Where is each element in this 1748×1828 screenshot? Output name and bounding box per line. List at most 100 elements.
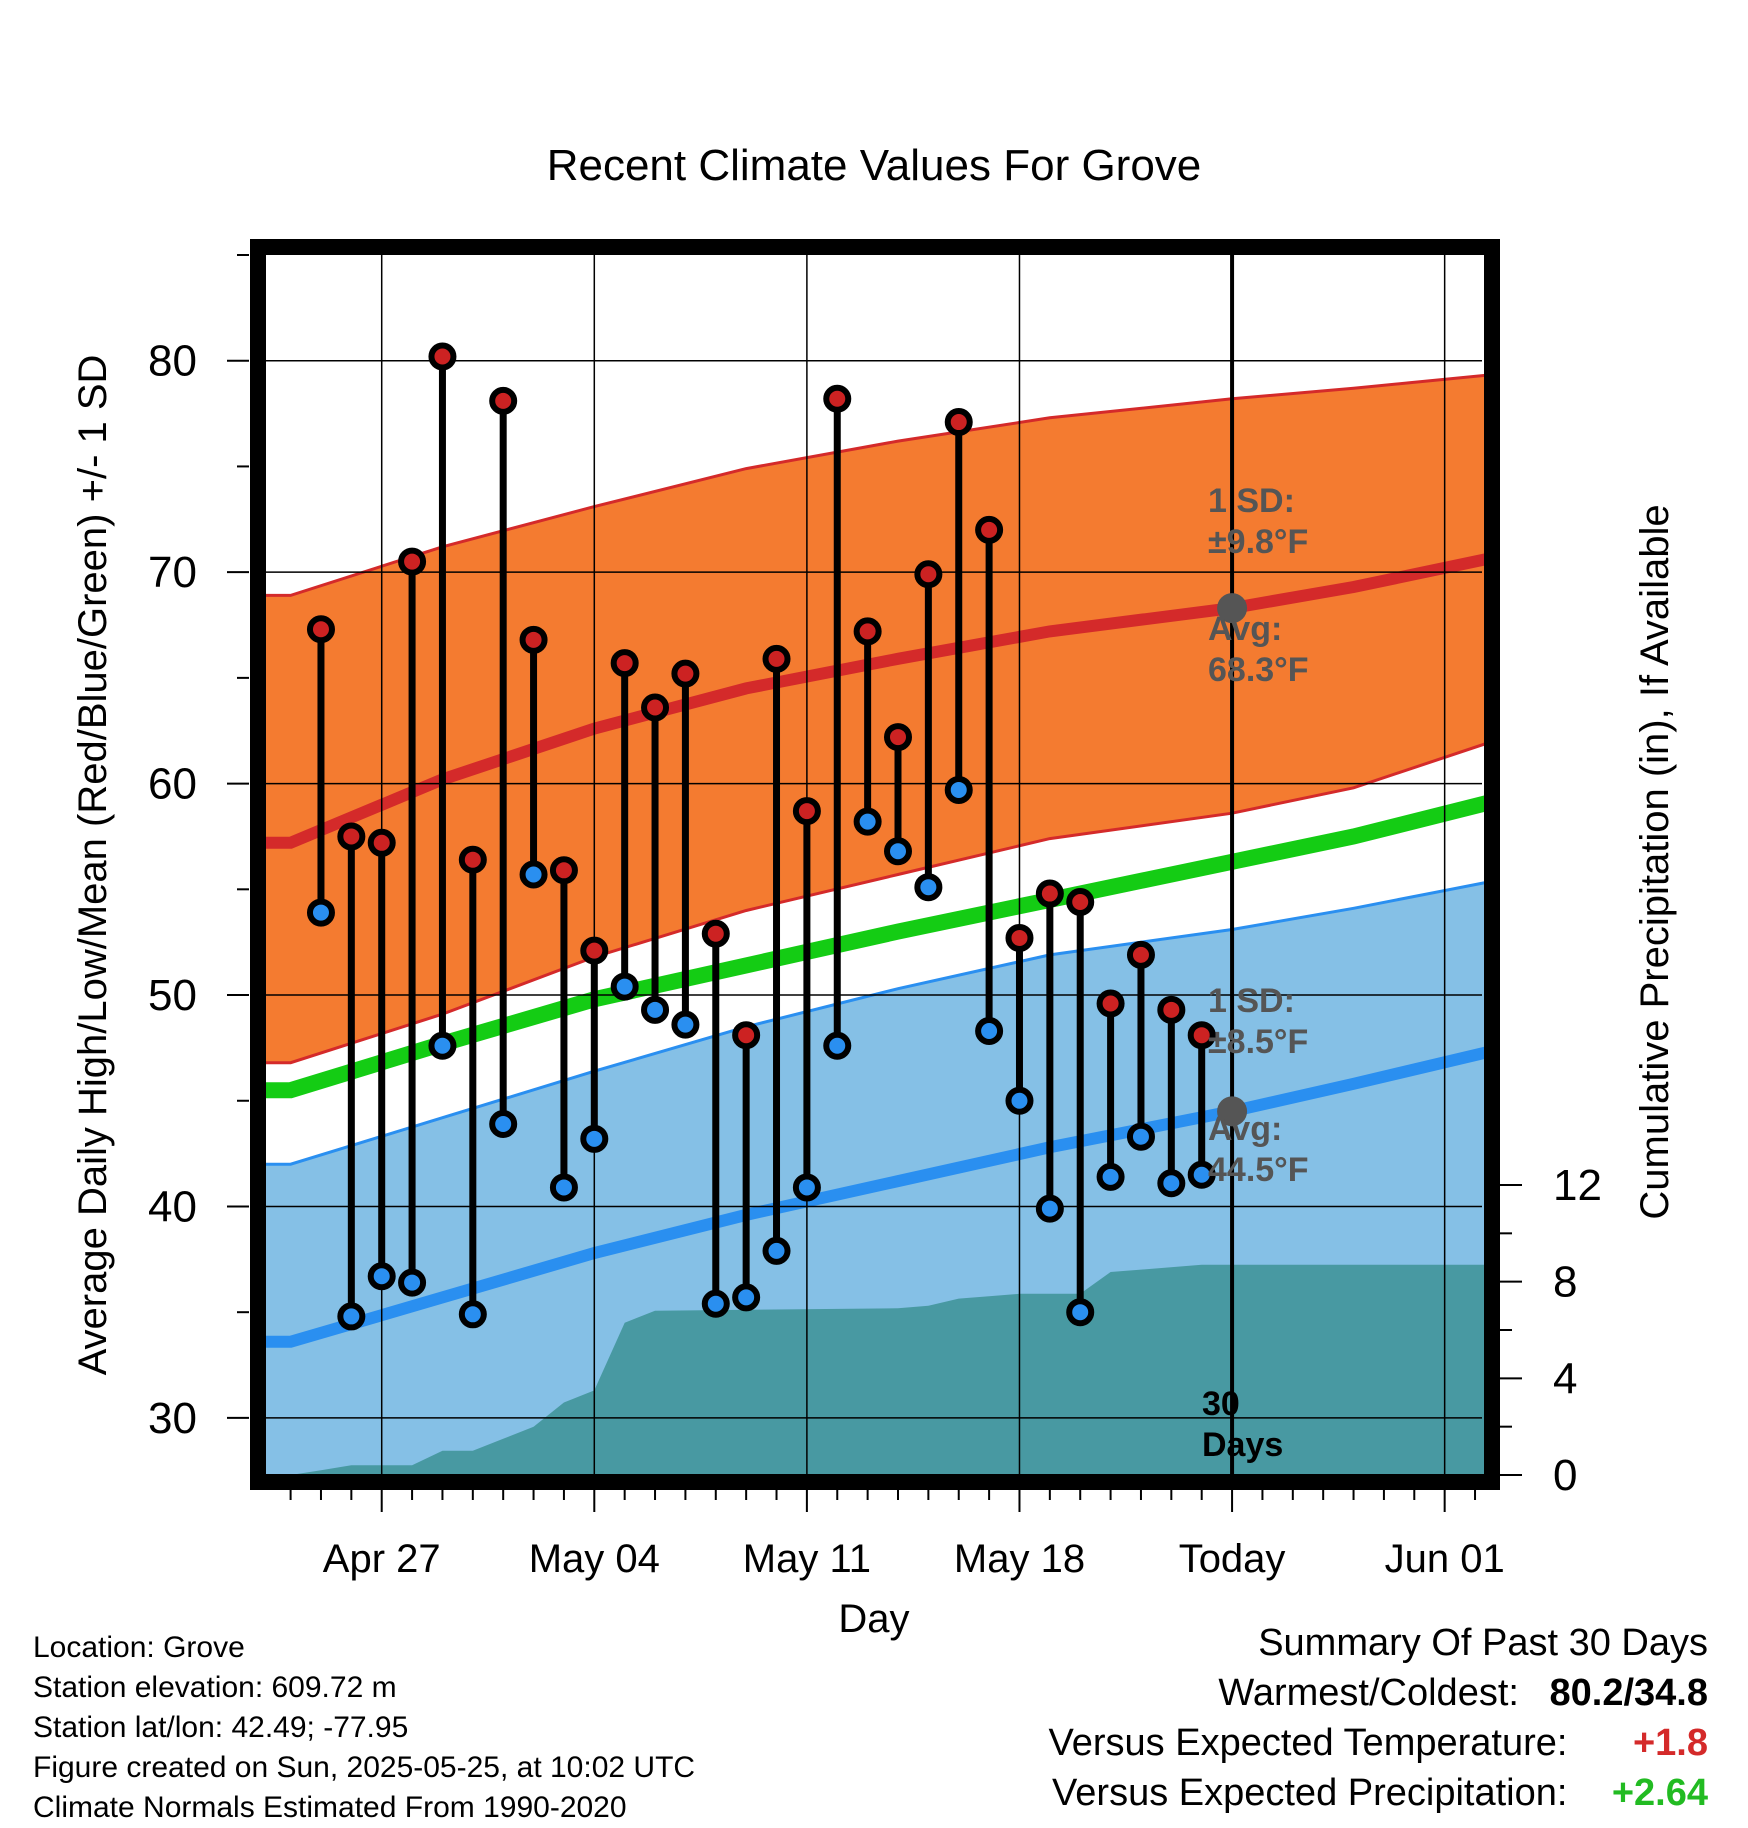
high-average-annotation: Avg: 68.3°F (1208, 610, 1309, 689)
high-sd-band (260, 374, 1490, 1063)
high-point-day-7 (489, 386, 518, 415)
high-point-day-26 (1066, 888, 1095, 917)
location-text: Location: Grove (33, 1631, 245, 1664)
low-point-day-22 (944, 775, 973, 804)
low-average-marker (1217, 1096, 1248, 1127)
high-point-day-22 (944, 408, 973, 437)
x-tick-label-3: Apr 27 (323, 1537, 441, 1581)
high-point-day-21 (914, 560, 943, 589)
x-tick-label-17: May 11 (743, 1537, 871, 1581)
high-point-day-25 (1035, 879, 1064, 908)
high-point-day-6 (458, 845, 487, 874)
left-tick-label-60: 60 (148, 760, 197, 809)
elevation-text: Station elevation: 609.72 m (33, 1671, 397, 1704)
left-tick-label-50: 50 (148, 971, 197, 1020)
summary-heading: Summary Of Past 30 Days (1258, 1622, 1708, 1664)
low-point-day-24 (1005, 1086, 1034, 1115)
high-point-day-2 (337, 822, 366, 851)
right-tick-label-12: 12 (1553, 1161, 1602, 1210)
low-point-day-25 (1035, 1194, 1064, 1223)
precip-anomaly-row: Versus Expected Precipitation: +2.64 (1052, 1772, 1708, 1815)
low-point-day-8 (519, 860, 548, 889)
high-point-day-19 (853, 617, 882, 646)
high-point-day-28 (1126, 940, 1155, 969)
low-point-day-15 (732, 1283, 761, 1312)
low-point-day-2 (337, 1302, 366, 1331)
low-point-day-9 (549, 1173, 578, 1202)
low-point-day-17 (792, 1173, 821, 1202)
high-point-day-14 (701, 919, 730, 948)
high-point-day-4 (398, 547, 427, 576)
high-point-day-30 (1187, 1021, 1216, 1050)
warm-cold-label: Warmest/Coldest: (1218, 1672, 1519, 1714)
low-point-day-16 (762, 1236, 791, 1265)
high-point-day-15 (732, 1021, 761, 1050)
low-point-day-14 (701, 1289, 730, 1318)
low-point-day-12 (641, 995, 670, 1024)
high-average-line (260, 552, 1490, 849)
low-point-day-23 (975, 1016, 1004, 1045)
low-point-day-13 (671, 1010, 700, 1039)
high-point-day-16 (762, 644, 791, 673)
high-point-day-1 (306, 615, 335, 644)
temp-anomaly-label: Versus Expected Temperature: (1048, 1722, 1568, 1764)
low-point-day-4 (398, 1268, 427, 1297)
low-point-day-1 (306, 898, 335, 927)
high-point-day-9 (549, 856, 578, 885)
high-point-day-11 (610, 649, 639, 678)
mean-line (260, 794, 1490, 1099)
x-axis-label: Day (838, 1597, 909, 1641)
left-tick-label-70: 70 (148, 548, 197, 597)
created-text: Figure created on Sun, 2025-05-25, at 10… (33, 1751, 696, 1784)
low-point-day-5 (428, 1031, 457, 1060)
high-point-day-13 (671, 659, 700, 688)
high-upper-line (260, 373, 1490, 597)
high-point-day-23 (975, 515, 1004, 544)
x-tick-label-31: Today (1179, 1537, 1286, 1581)
observation-marks (306, 255, 1248, 1475)
left-tick-label-40: 40 (148, 1182, 197, 1231)
precipitation-area (260, 1264, 1490, 1475)
high-lower-line (260, 740, 1490, 1065)
plot-frame (250, 239, 1500, 1490)
precip-anomaly-label: Versus Expected Precipitation: (1052, 1772, 1568, 1814)
low-point-day-27 (1096, 1162, 1125, 1191)
y-axis-label-left: Average Daily High/Low/Mean (Red/Blue/Gr… (71, 355, 115, 1376)
high-point-day-17 (792, 797, 821, 826)
low-point-day-26 (1066, 1298, 1095, 1327)
low-point-day-21 (914, 873, 943, 902)
temp-anomaly-value: +1.8 (1632, 1722, 1708, 1764)
x-tick-label-38: Jun 01 (1385, 1537, 1505, 1581)
low-average-line (260, 1045, 1490, 1348)
low-point-day-6 (458, 1300, 487, 1329)
chart-title: Recent Climate Values For Grove (547, 141, 1202, 190)
left-tick-label-80: 80 (148, 337, 197, 386)
low-point-day-19 (853, 807, 882, 836)
high-sd-annotation: 1 SD: ±9.8°F (1208, 482, 1308, 561)
low-point-day-18 (823, 1031, 852, 1060)
low-point-day-7 (489, 1110, 518, 1139)
low-upper-line (260, 880, 1490, 1166)
high-point-day-20 (884, 723, 912, 752)
warm-cold-row: Warmest/Coldest: 80.2/34.8 (1218, 1672, 1708, 1715)
low-point-day-20 (884, 837, 912, 866)
low-point-day-29 (1157, 1169, 1186, 1198)
normal-annotations: 1 SD: ±9.8°F Avg: 68.3°F 1 SD: ±8.5°F Avg: 44.5… (1202, 482, 1309, 1464)
high-point-day-18 (823, 384, 852, 413)
low-average-annotation: Avg: 44.5°F (1208, 1110, 1309, 1189)
high-point-day-12 (641, 693, 670, 722)
high-point-day-8 (519, 625, 548, 654)
low-point-day-3 (367, 1262, 396, 1291)
high-point-day-24 (1005, 923, 1034, 952)
precip-anomaly-value: +2.64 (1611, 1772, 1708, 1814)
right-tick-label-4: 4 (1553, 1354, 1577, 1403)
axes: 30 40 50 60 70 80 0 4 8 12 Apr 27 May 04 May 11 May 1… (148, 254, 1602, 1581)
x-tick-label-10: May 04 (529, 1537, 660, 1581)
high-point-day-3 (367, 828, 396, 857)
high-average-marker (1217, 593, 1248, 624)
latlon-text: Station lat/lon: 42.49; -77.95 (33, 1711, 409, 1744)
warm-cold-value: 80.2/34.8 (1549, 1672, 1708, 1714)
x-tick-label-24: May 18 (954, 1537, 1085, 1581)
low-point-day-10 (580, 1124, 609, 1153)
